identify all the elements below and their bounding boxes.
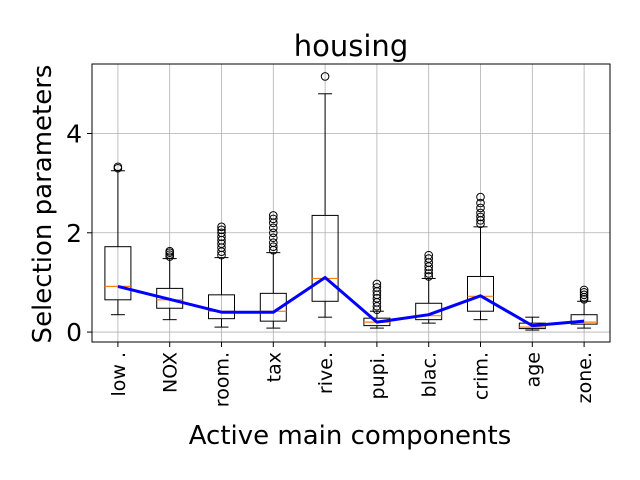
x-tick-label: age (522, 352, 544, 387)
box-iqr (259, 292, 287, 322)
trend-line-path (117, 275, 585, 328)
outlier-point (217, 228, 226, 238)
outlier-point (372, 279, 382, 289)
boxplots (104, 72, 598, 331)
outlier-point (217, 222, 226, 232)
box-iqr (208, 294, 235, 320)
outlier-point (424, 269, 434, 278)
outlier-point (579, 285, 589, 295)
box-iqr (156, 287, 184, 309)
outlier-point (269, 228, 278, 238)
box-iqr (104, 246, 132, 301)
outlier-point (165, 246, 174, 256)
outlier-point (217, 232, 226, 242)
x-tick-label: tax (263, 352, 285, 382)
box-4 (311, 72, 339, 318)
box-iqr (570, 314, 598, 325)
outlier-point (217, 225, 226, 235)
outlier-point (424, 250, 434, 260)
x-tick-label: NOX (160, 352, 182, 393)
outlier-point (424, 254, 434, 263)
outlier-point (476, 212, 485, 222)
box-1 (156, 246, 184, 321)
outlier-point (372, 294, 382, 303)
trend-line (117, 275, 585, 328)
outlier-point (269, 233, 278, 243)
outlier-point (476, 208, 485, 218)
chart-title: housing (294, 29, 408, 63)
outlier-point (424, 272, 434, 281)
plot-frame (91, 63, 611, 343)
outlier-point (320, 72, 330, 81)
y-ticks: 0 2 4 (66, 120, 92, 347)
outlier-point (217, 239, 226, 249)
y-tick-label: 4 (66, 120, 82, 149)
outlier-point (269, 238, 278, 248)
y-axis-label: Selection parameters (28, 65, 58, 344)
x-tick-label: rive. (315, 352, 337, 394)
outlier-point (269, 223, 278, 233)
y-tick-label: 2 (66, 219, 82, 248)
x-ticks: low . NOX room. tax rive. pupi. blac. crim. age z… (108, 342, 596, 407)
box-7 (467, 192, 494, 321)
y-tick-label: 0 (66, 318, 82, 347)
outlier-point (269, 211, 278, 220)
outlier-point (113, 162, 123, 172)
outlier-point (372, 283, 382, 292)
outlier-point (579, 288, 589, 297)
outlier-point (476, 192, 485, 202)
x-tick-label: pupi. (367, 352, 389, 399)
box-iqr (467, 275, 494, 312)
outlier-point (269, 214, 278, 224)
outlier-point (476, 203, 485, 213)
outlier-point (476, 198, 485, 208)
box-0 (104, 162, 132, 316)
x-tick-label: room. (212, 352, 234, 407)
x-tick-label: low . (108, 352, 130, 397)
x-tick-label: blac. (419, 352, 441, 397)
box-iqr (311, 214, 339, 302)
outlier-point (579, 290, 589, 300)
x-tick-label: crim. (471, 352, 493, 400)
outlier-point (269, 242, 278, 251)
outlier-point (476, 219, 485, 229)
x-axis-label: Active main components (189, 421, 512, 451)
x-tick-label: zone. (574, 352, 596, 403)
